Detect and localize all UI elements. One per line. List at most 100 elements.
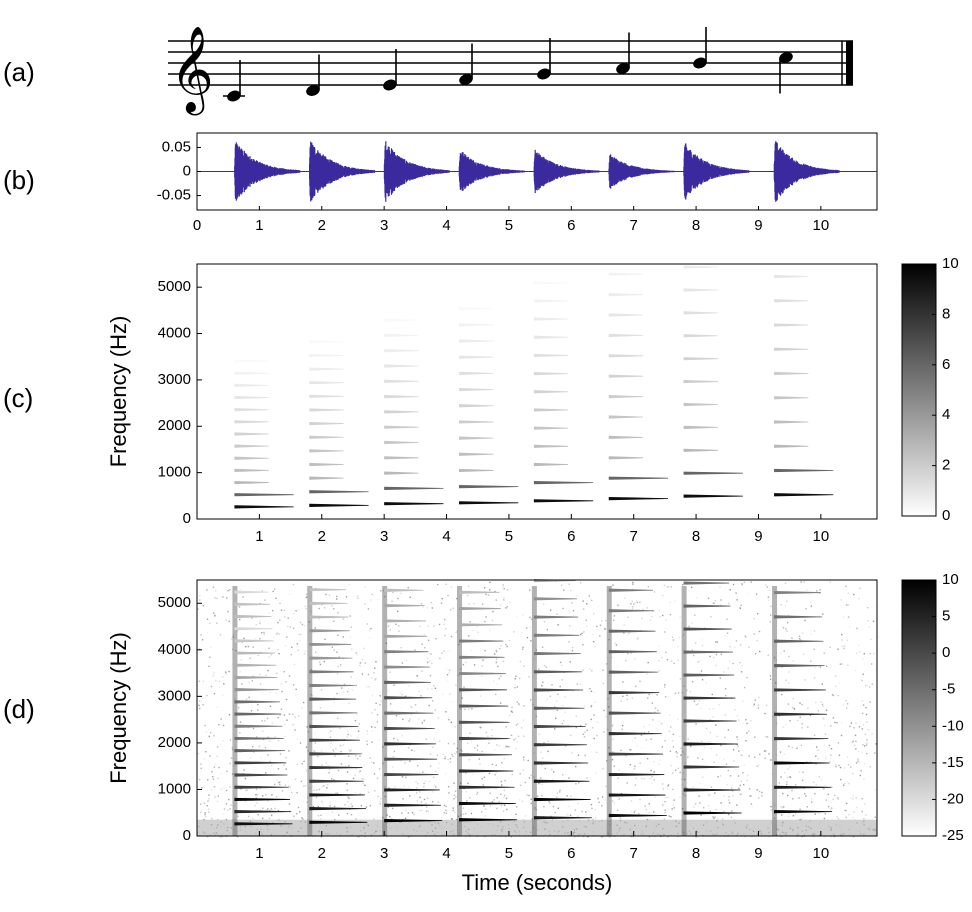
noise-speckle <box>854 734 857 736</box>
noise-speckle <box>601 805 603 807</box>
noise-speckle <box>873 652 875 655</box>
noise-speckle <box>811 798 813 800</box>
colorbar-tick-label: -10 <box>942 717 964 734</box>
noise-speckle <box>703 806 705 809</box>
noise-speckle <box>467 782 469 785</box>
noise-speckle <box>409 705 412 708</box>
noise-speckle <box>815 701 817 704</box>
note-head <box>693 57 707 69</box>
noise-speckle <box>631 697 634 699</box>
noise-speckle <box>551 818 554 821</box>
harmonic-partial <box>683 765 740 769</box>
noise-speckle <box>823 788 825 790</box>
noise-speckle <box>555 717 557 719</box>
harmonic-partial <box>309 601 348 605</box>
noise-speckle <box>207 779 209 781</box>
colorbar-tick-label: 2 <box>942 457 950 474</box>
noise-speckle <box>427 639 430 642</box>
noise-speckle <box>768 753 770 755</box>
noise-speckle <box>208 794 210 796</box>
harmonic-partial <box>384 680 431 684</box>
noise-speckle <box>664 809 666 811</box>
noise-speckle <box>465 791 468 793</box>
harmonic-partial <box>234 359 269 363</box>
noise-speckle <box>305 597 307 599</box>
noise-speckle <box>750 803 753 805</box>
noise-speckle <box>337 769 340 772</box>
harmonic-partial <box>774 420 809 424</box>
noise-speckle <box>216 818 219 821</box>
noise-speckle <box>307 796 309 799</box>
noise-speckle <box>367 791 370 793</box>
noise-speckle <box>618 769 620 771</box>
noise-speckle <box>800 639 802 641</box>
noise-speckle <box>634 765 636 767</box>
noise-speckle <box>682 751 684 753</box>
noise-speckle <box>262 807 264 809</box>
noise-speckle <box>295 610 297 612</box>
noise-speckle <box>434 770 437 773</box>
harmonic-partial <box>683 788 741 792</box>
noise-speckle <box>331 778 333 780</box>
noise-speckle <box>682 634 685 636</box>
noise-speckle <box>343 683 346 686</box>
noise-speckle <box>712 707 715 710</box>
spectrogram-frame <box>196 579 878 837</box>
noise-speckle <box>667 796 670 799</box>
noise-speckle <box>539 782 541 784</box>
noise-speckle <box>281 790 284 792</box>
noise-speckle <box>847 616 850 618</box>
noise-speckle <box>445 809 447 811</box>
noise-speckle <box>375 677 377 680</box>
noise-speckle <box>681 784 683 786</box>
noise-speckle <box>397 615 399 617</box>
noise-speckle <box>342 744 344 746</box>
noise-speckle <box>620 793 623 795</box>
noise-speckle <box>746 592 749 595</box>
noise-speckle <box>720 599 722 601</box>
noise-speckle <box>216 597 218 600</box>
noise-speckle <box>431 688 433 690</box>
noise-speckle <box>748 730 750 732</box>
noise-speckle <box>574 809 576 811</box>
noise-speckle <box>557 624 559 626</box>
noise-speckle <box>355 817 357 819</box>
noise-speckle <box>821 703 824 706</box>
noise-speckle <box>333 608 335 610</box>
noise-speckle <box>379 695 381 697</box>
noise-speckle <box>506 796 508 798</box>
harmonic-partial <box>309 807 367 811</box>
noise-speckle <box>266 809 268 811</box>
noise-speckle <box>491 801 494 803</box>
noise-speckle <box>488 772 491 774</box>
noise-speckle <box>255 788 258 790</box>
noise-speckle <box>337 611 339 614</box>
noise-speckle <box>657 750 659 752</box>
noise-speckle <box>411 706 413 709</box>
noise-speckle <box>445 583 447 585</box>
noise-speckle <box>786 783 788 786</box>
noise-speckle <box>283 714 286 716</box>
harmonic-partial <box>774 688 826 692</box>
noise-speckle <box>333 649 335 651</box>
noise-speckle <box>773 817 776 819</box>
noise-speckle <box>669 601 671 604</box>
noise-speckle <box>374 667 376 669</box>
noise-speckle <box>225 803 228 805</box>
noise-speckle <box>756 765 758 767</box>
noise-speckle <box>286 719 288 721</box>
noise-speckle <box>707 597 710 599</box>
harmonic-partial <box>459 355 494 359</box>
noise-speckle <box>800 744 802 747</box>
noise-speckle <box>373 818 375 820</box>
colorbar <box>901 579 937 837</box>
harmonic-partial <box>774 323 809 327</box>
noise-speckle <box>830 725 832 727</box>
noise-speckle <box>650 769 652 772</box>
noise-speckle <box>321 764 323 766</box>
noise-speckle <box>612 738 614 740</box>
noise-speckle <box>770 605 772 607</box>
noise-speckle <box>823 744 826 746</box>
noise-speckle <box>361 752 363 755</box>
noise-speckle <box>229 786 231 788</box>
